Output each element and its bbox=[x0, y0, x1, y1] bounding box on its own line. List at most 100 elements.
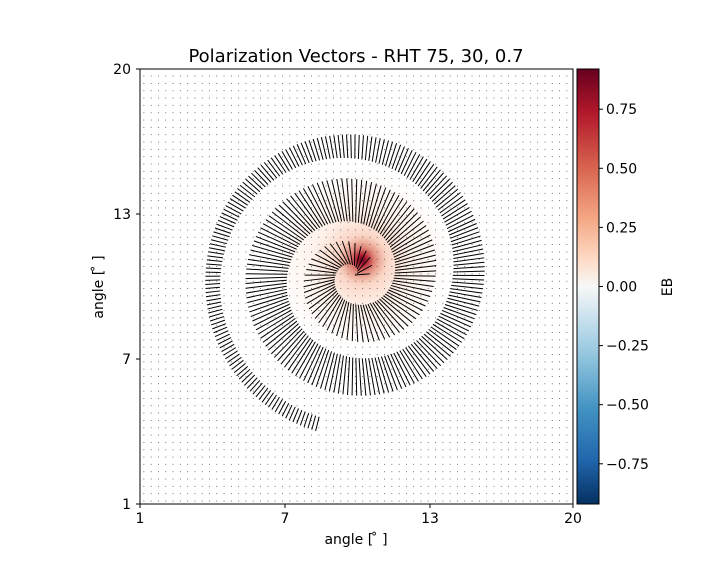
background-vector bbox=[398, 104, 400, 106]
background-vector bbox=[172, 361, 174, 363]
background-vector bbox=[267, 324, 269, 326]
background-vector bbox=[559, 280, 560, 282]
background-vector bbox=[522, 361, 524, 363]
background-vector bbox=[267, 478, 269, 480]
background-vector bbox=[464, 288, 466, 289]
background-vector bbox=[252, 493, 254, 495]
background-vector bbox=[457, 273, 458, 275]
background-vector bbox=[493, 156, 495, 158]
background-vector bbox=[413, 405, 415, 407]
polarization-vector bbox=[394, 275, 436, 277]
background-vector bbox=[172, 119, 174, 121]
background-vector bbox=[158, 156, 159, 158]
background-vector bbox=[165, 449, 167, 451]
background-vector bbox=[508, 75, 509, 77]
background-vector bbox=[223, 376, 225, 377]
background-vector bbox=[508, 405, 509, 407]
background-vector bbox=[179, 383, 181, 385]
background-vector bbox=[303, 222, 305, 224]
background-vector bbox=[486, 500, 488, 502]
background-vector bbox=[508, 170, 509, 172]
background-vector bbox=[515, 390, 517, 392]
polarization-vector bbox=[303, 281, 335, 294]
background-vector bbox=[354, 398, 356, 399]
background-vector bbox=[384, 463, 385, 465]
background-vector bbox=[267, 456, 269, 458]
background-vector bbox=[333, 368, 334, 370]
background-vector bbox=[449, 236, 451, 238]
background-vector bbox=[179, 412, 181, 414]
polarization-vector bbox=[303, 279, 335, 288]
background-vector bbox=[179, 302, 181, 304]
polarization-vector bbox=[384, 293, 420, 316]
background-vector bbox=[391, 427, 393, 429]
background-vector bbox=[165, 442, 167, 443]
background-vector bbox=[172, 324, 174, 326]
background-vector bbox=[435, 178, 436, 180]
polarization-vector bbox=[410, 343, 435, 372]
background-vector bbox=[209, 449, 210, 451]
background-vector bbox=[500, 361, 502, 363]
background-vector bbox=[420, 156, 422, 158]
polarization-vector bbox=[383, 204, 412, 239]
background-vector bbox=[340, 170, 342, 172]
background-vector bbox=[457, 119, 458, 121]
background-vector bbox=[427, 442, 429, 443]
background-vector bbox=[384, 170, 385, 172]
background-vector bbox=[529, 324, 531, 326]
background-vector bbox=[493, 405, 495, 407]
background-vector bbox=[216, 134, 218, 136]
background-vector bbox=[515, 493, 517, 495]
background-vector bbox=[172, 266, 174, 267]
background-vector bbox=[427, 405, 429, 407]
background-vector bbox=[179, 178, 181, 180]
background-vector bbox=[282, 412, 283, 414]
background-vector bbox=[201, 200, 203, 202]
background-vector bbox=[158, 207, 159, 209]
polarization-vector bbox=[208, 308, 223, 314]
background-vector bbox=[457, 456, 458, 458]
background-vector bbox=[230, 398, 232, 399]
background-vector bbox=[413, 185, 415, 187]
polarization-vector bbox=[388, 289, 426, 307]
background-vector bbox=[303, 376, 305, 377]
background-vector bbox=[478, 90, 480, 92]
background-vector bbox=[551, 420, 553, 421]
background-vector bbox=[515, 376, 517, 377]
background-vector bbox=[529, 90, 531, 92]
background-vector bbox=[464, 83, 466, 84]
background-vector bbox=[187, 156, 189, 158]
background-vector bbox=[296, 104, 298, 106]
background-vector bbox=[289, 200, 291, 202]
background-vector bbox=[493, 134, 495, 136]
background-vector bbox=[398, 405, 400, 407]
background-vector bbox=[544, 456, 546, 458]
background-vector bbox=[260, 412, 261, 414]
background-vector bbox=[165, 207, 167, 209]
background-vector bbox=[537, 449, 539, 451]
background-vector bbox=[464, 398, 466, 399]
background-vector bbox=[296, 346, 298, 348]
background-vector bbox=[362, 104, 364, 106]
background-vector bbox=[493, 368, 495, 370]
background-vector bbox=[544, 412, 546, 414]
background-vector bbox=[464, 412, 466, 414]
background-vector bbox=[245, 163, 247, 165]
polarization-vector bbox=[265, 320, 298, 347]
background-vector bbox=[478, 324, 480, 326]
polarization-vector bbox=[357, 179, 363, 223]
background-vector bbox=[486, 485, 488, 487]
background-vector bbox=[354, 251, 356, 253]
background-vector bbox=[478, 376, 480, 377]
background-vector bbox=[493, 485, 495, 487]
background-vector bbox=[537, 75, 539, 77]
background-vector bbox=[245, 456, 247, 458]
background-vector bbox=[158, 258, 159, 260]
background-vector bbox=[172, 442, 174, 443]
background-vector bbox=[179, 420, 181, 421]
background-vector bbox=[282, 185, 283, 187]
background-vector bbox=[201, 398, 203, 399]
polarization-vector bbox=[381, 297, 413, 324]
polarization-vector bbox=[285, 149, 297, 169]
background-vector bbox=[165, 236, 167, 238]
